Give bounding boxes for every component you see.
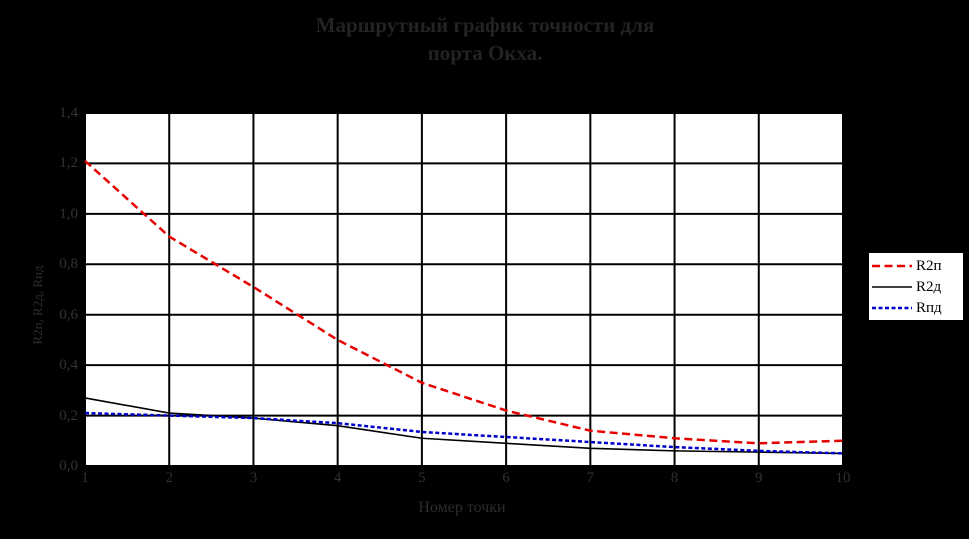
y-tick-label: 0,6 (59, 306, 78, 323)
x-tick-label: 8 (670, 470, 679, 486)
x-axis-title: Номер точки (418, 499, 506, 516)
legend-label: Rпд (916, 299, 942, 316)
legend-entry-R2д: R2д (872, 279, 960, 295)
legend-label: R2д (916, 278, 942, 295)
chart-title-line2: порта Окха. (427, 40, 543, 65)
y-tick-label: 1,2 (59, 155, 78, 172)
series-line-R2д (84, 397, 844, 455)
x-tick-label: 5 (418, 470, 426, 486)
legend-label: R2п (916, 257, 942, 274)
legend-sample-line (872, 285, 912, 288)
legend-sample-line (872, 264, 912, 267)
y-tick-label: 1,0 (59, 205, 78, 222)
y-tick-label: 0,4 (59, 357, 78, 374)
legend-entry-R2п: R2п (872, 258, 960, 274)
x-tick-label: 6 (502, 470, 510, 486)
y-tick-label: 0,0 (59, 458, 78, 474)
y-axis-title: R2п, R2д, Rпд (30, 265, 45, 345)
y-tick-label: 1,4 (59, 105, 78, 121)
x-tick-label: 10 (835, 470, 851, 486)
chart-title: Маршрутный график точности для порта Окх… (90, 12, 880, 67)
y-tick-label: 0,8 (59, 256, 78, 273)
plot-area (85, 113, 843, 466)
legend: R2п R2д Rпд (868, 252, 964, 321)
x-tick-label: 3 (249, 470, 258, 486)
series-line-R2п (84, 159, 844, 445)
x-tick-label: 9 (755, 470, 763, 486)
series-line-Rпд (84, 411, 844, 455)
chart-title-line1: Маршрутный график точности для (315, 13, 655, 37)
legend-entry-Rпд: Rпд (872, 300, 960, 316)
x-tick-label: 4 (333, 470, 342, 486)
x-tick-label: 1 (81, 470, 89, 486)
y-tick-label: 0,2 (59, 407, 78, 424)
x-tick-label: 2 (165, 470, 173, 486)
legend-sample-line (872, 306, 912, 309)
x-tick-label: 7 (586, 470, 595, 486)
